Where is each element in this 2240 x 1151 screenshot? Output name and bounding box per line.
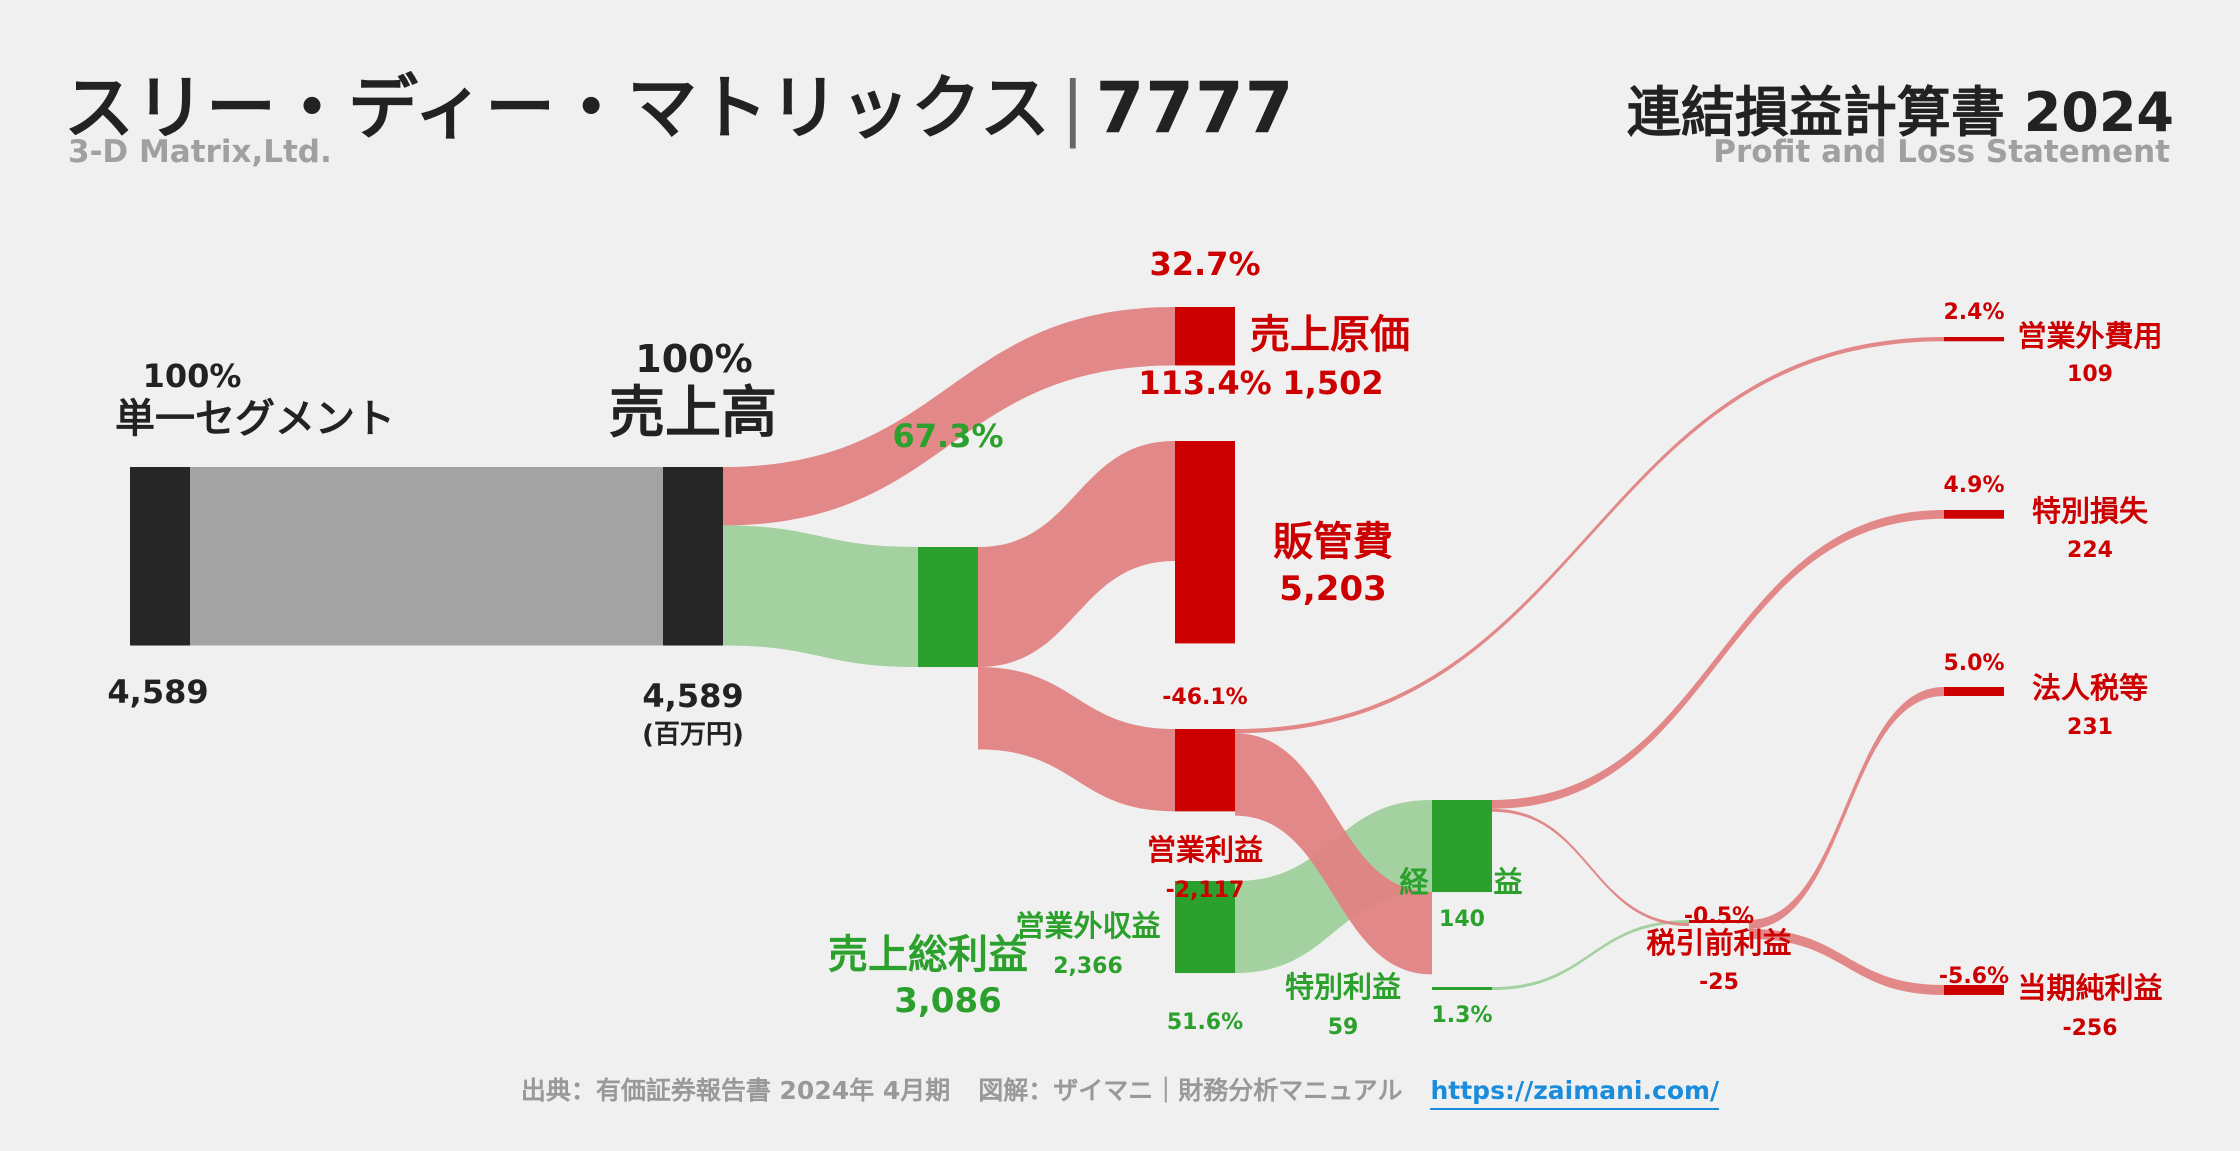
- label-ordinary-name-b: 益: [1493, 865, 1522, 899]
- link-gross-op: [978, 667, 1175, 812]
- label-segment-pct: 100%: [143, 357, 242, 395]
- node-net: [1944, 985, 2004, 995]
- source-text: 出典：有価証券報告書 2024年 4月期: [520, 1076, 951, 1105]
- label-ext-loss-pct: 4.9%: [1943, 473, 2004, 498]
- node-pretax: [1689, 920, 1749, 923]
- link-gross-sga: [978, 441, 1175, 668]
- label-ext-gain-value: 59: [1328, 1015, 1359, 1040]
- label-unit: (百万円): [642, 720, 744, 750]
- statement-subtitle: Profit and Loss Statement: [1713, 134, 2170, 170]
- label-gross-pct: 67.3%: [892, 417, 1003, 455]
- label-nonop-exp-pct: 2.4%: [1943, 300, 2004, 325]
- label-op-pct: -46.1%: [1162, 685, 1247, 710]
- link-ordinary-pretax: [1492, 808, 1689, 926]
- label-pretax-pct: -0.5%: [1684, 904, 1754, 929]
- label-ordinary-value: 140: [1439, 907, 1485, 932]
- label-ext-gain-pct: 1.3%: [1431, 1003, 1492, 1028]
- label-revenue-name: 売上高: [609, 381, 777, 446]
- company-name: スリー・ディー・マトリックス: [64, 67, 1051, 149]
- node-nonop_inc: [1175, 881, 1235, 974]
- node-ordinary: [1432, 800, 1492, 893]
- node-ext_gain: [1432, 987, 1492, 990]
- label-pretax-name: 税引前利益: [1646, 926, 1791, 960]
- sankey-links: [190, 307, 1944, 995]
- stock-code: 7777: [1095, 67, 1295, 149]
- label-net-pct: -5.6%: [1939, 964, 2009, 989]
- node-sga: [1175, 441, 1235, 644]
- label-revenue-pct: 100%: [635, 337, 752, 381]
- sankey-nodes: [130, 307, 2004, 995]
- node-nonop_exp: [1944, 337, 2004, 342]
- link-pretax-tax: [1749, 687, 1944, 929]
- label-ext-loss-value: 224: [2067, 538, 2113, 563]
- link-op-nonop_exp: [1235, 337, 1944, 734]
- label-nonop-inc-value: 2,366: [1053, 954, 1123, 979]
- label-segment-name: 単一セグメント: [115, 396, 395, 442]
- link-segment-revenue: [190, 467, 663, 646]
- label-net-name: 当期純利益: [2017, 971, 2162, 1005]
- link-pretax-net: [1749, 928, 1944, 995]
- node-revenue: [663, 467, 723, 646]
- node-gross: [918, 547, 978, 668]
- label-cogs-ratio: 113.4%: [1138, 364, 1271, 402]
- label-cogs-value: 1,502: [1282, 364, 1383, 402]
- link-ext_gain-pretax: [1492, 920, 1689, 990]
- label-nonop-inc-name: 営業外収益: [1015, 909, 1160, 943]
- label-revenue-value: 4,589: [642, 677, 743, 715]
- label-cogs-pct: 32.7%: [1149, 245, 1260, 283]
- node-ext_loss: [1944, 510, 2004, 519]
- label-tax-pct: 5.0%: [1943, 651, 2004, 676]
- sankey-labels: 100%単一セグメント4,589100%売上高4,589(百万円)32.7%売上…: [107, 245, 2162, 1041]
- link-revenue-gross: [723, 525, 918, 668]
- company-name-en: 3-D Matrix,Ltd.: [68, 134, 332, 170]
- label-ext-gain-name: 特別利益: [1285, 970, 1401, 1004]
- label-tax-name: 法人税等: [2032, 671, 2148, 705]
- link-op-ordinary: [1235, 733, 1432, 975]
- node-tax: [1944, 687, 2004, 696]
- label-cogs-name: 売上原価: [1250, 312, 1410, 358]
- page-title: スリー・ディー・マトリックス | 7777: [64, 52, 1294, 153]
- label-pretax-value: -25: [1699, 970, 1739, 995]
- node-segment: [130, 467, 190, 646]
- label-sga-value: 5,203: [1279, 569, 1387, 609]
- credit-text: 図解：ザイマニ｜財務分析マニュアル: [978, 1076, 1403, 1105]
- link-ordinary-ext_loss: [1492, 510, 1944, 809]
- title-separator: |: [1061, 67, 1086, 149]
- label-ext-loss-name: 特別損失: [2032, 494, 2149, 528]
- label-ordinary-name-a: 経: [1399, 865, 1429, 899]
- label-gross-name: 売上総利益: [828, 932, 1028, 978]
- label-nonop-exp-name: 営業外費用: [2017, 319, 2162, 353]
- label-net-value: -256: [2062, 1016, 2117, 1041]
- statement-title: 連結損益計算書 2024: [1626, 81, 2174, 144]
- label-op-name: 営業利益: [1147, 833, 1263, 867]
- link-revenue-cogs: [723, 307, 1175, 526]
- label-nonop-exp-value: 109: [2067, 362, 2113, 387]
- site-link[interactable]: https://zaimani.com/: [1430, 1076, 1720, 1110]
- label-op-value: -2,117: [1166, 878, 1245, 903]
- label-gross-value: 3,086: [894, 981, 1002, 1021]
- node-op: [1175, 729, 1235, 812]
- footer: 出典：有価証券報告書 2024年 4月期 図解：ザイマニ｜財務分析マニュアル htt…: [0, 1071, 2240, 1110]
- label-tax-value: 231: [2067, 715, 2113, 740]
- label-sga-name: 販管費: [1273, 519, 1393, 565]
- label-segment-value: 4,589: [107, 673, 208, 711]
- node-cogs: [1175, 307, 1235, 366]
- label-nonop-inc-pct: 51.6%: [1167, 1010, 1243, 1035]
